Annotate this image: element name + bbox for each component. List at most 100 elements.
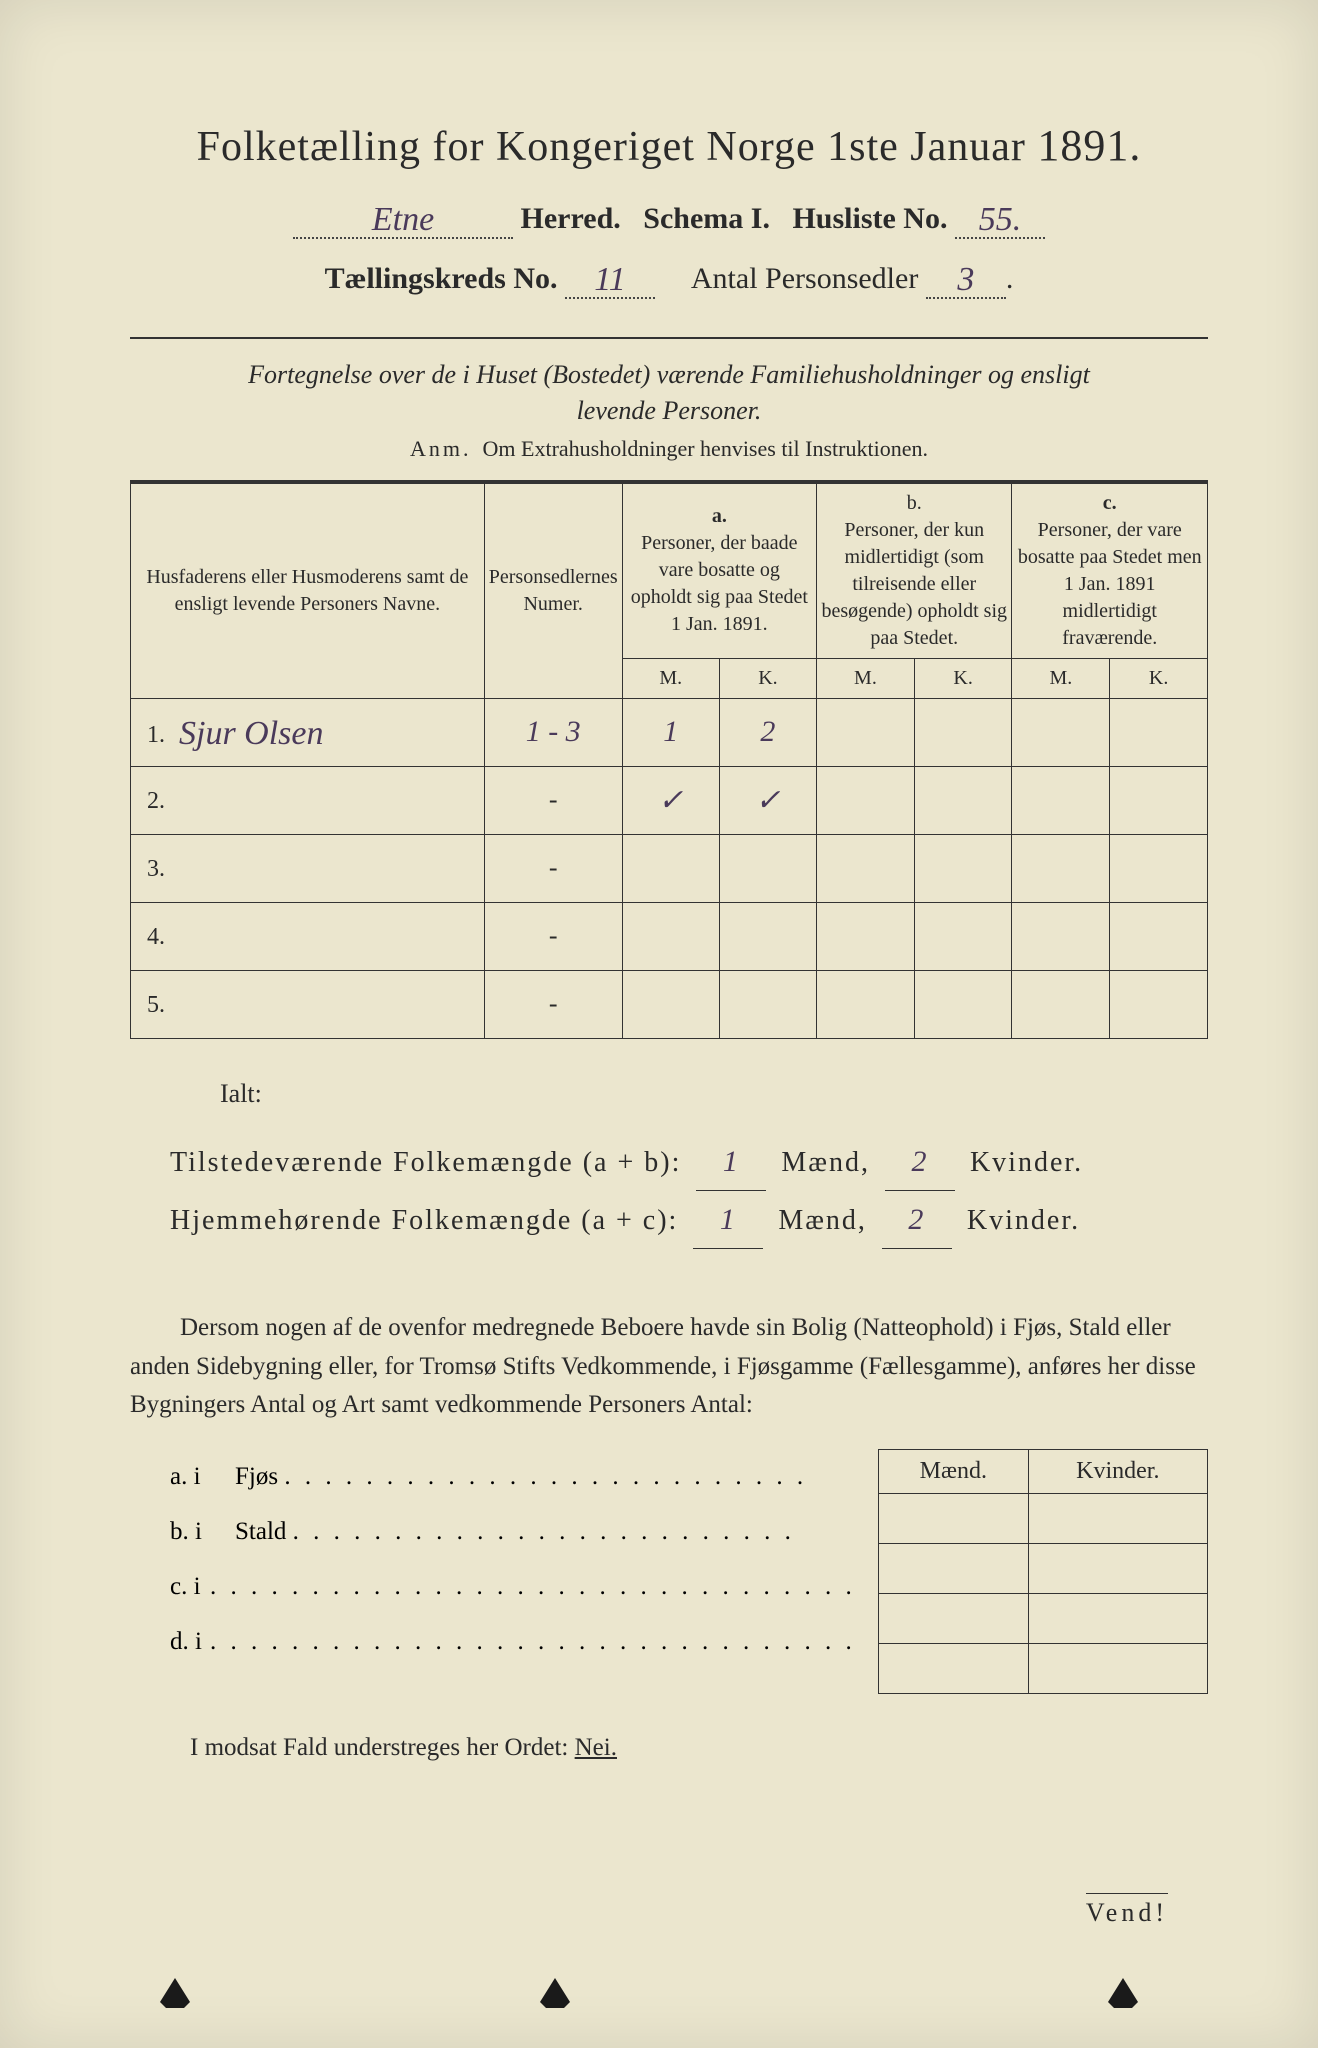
row-bk: [914, 970, 1012, 1038]
mk-table: Mænd.Kvinder.: [878, 1449, 1208, 1694]
col-name-header: Husfaderens eller Husmoderens samt de en…: [131, 482, 485, 699]
totals-block: Tilstedeværende Folkemængde (a + b): 1 M…: [170, 1133, 1208, 1249]
main-title: Folketælling for Kongeriget Norge 1ste J…: [130, 120, 1208, 171]
col-c-m: M.: [1012, 658, 1110, 698]
row-cm: [1012, 766, 1110, 834]
anm-text: Om Extrahusholdninger henvises til Instr…: [483, 436, 928, 461]
row-numer: -: [484, 902, 622, 970]
row-numer: 1 - 3: [484, 698, 622, 766]
table-row: 3. -: [131, 834, 1208, 902]
subtitle-2: levende Personer.: [577, 396, 762, 425]
row-bk: [914, 902, 1012, 970]
totals-ac-k-field: 2: [882, 1191, 952, 1249]
side-row-a: a. i Fjøs . . . . . . . . . . . . . . . …: [170, 1449, 878, 1504]
husliste-field: 55.: [955, 199, 1045, 239]
col-a-m: M.: [622, 658, 719, 698]
col-a-text: Personer, der baade vare bosatte og opho…: [631, 532, 808, 635]
header-line-3: Tællingskreds No. 11 Antal Personsedler …: [130, 259, 1208, 299]
row-am: [622, 834, 719, 902]
row-cm: [1012, 970, 1110, 1038]
schema-label: Schema I.: [643, 202, 770, 235]
row-bm: [817, 698, 915, 766]
row-ck: [1110, 834, 1208, 902]
row-numer: -: [484, 766, 622, 834]
side-row-d: d. i. . . . . . . . . . . . . . . . . . …: [170, 1614, 878, 1669]
kreds-field: 11: [565, 259, 655, 299]
side-building-paragraph: Dersom nogen af de ovenfor medregnede Be…: [130, 1309, 1208, 1425]
divider-top: [130, 337, 1208, 339]
kreds-value: 11: [594, 261, 625, 299]
mk-cell: [1028, 1494, 1207, 1544]
row-numer: -: [484, 970, 622, 1038]
table-row: 5. -: [131, 970, 1208, 1038]
row-bm: [817, 902, 915, 970]
totals-ab-label: Tilstedeværende Folkemængde (a + b):: [170, 1147, 681, 1178]
row-ck: [1110, 698, 1208, 766]
mk-cell: [1028, 1544, 1207, 1594]
row-name: 1.Sjur Olsen: [131, 698, 485, 766]
col-numer-header: Personsedlernes Numer.: [484, 482, 622, 699]
row-ck: [1110, 766, 1208, 834]
mk-cell: [879, 1594, 1029, 1644]
row-cm: [1012, 834, 1110, 902]
col-a-k: K.: [719, 658, 816, 698]
row-am: [622, 902, 719, 970]
row-ak: ✓: [719, 766, 816, 834]
mk-cell: [879, 1494, 1029, 1544]
row-ck: [1110, 970, 1208, 1038]
totals-ac-m-field: 1: [693, 1191, 763, 1249]
nei-line: I modsat Fald understreges her Ordet: Ne…: [130, 1734, 1208, 1762]
herred-field: Etne: [293, 199, 513, 239]
table-row: 2. - ✓ ✓: [131, 766, 1208, 834]
row-bk: [914, 766, 1012, 834]
col-b-text: Personer, der kun midlertidigt (som tilr…: [821, 519, 1007, 649]
row-numer: -: [484, 834, 622, 902]
totals-line-2: Hjemmehørende Folkemængde (a + c): 1 Mæn…: [170, 1191, 1208, 1249]
table-row: 4. -: [131, 902, 1208, 970]
title-year: 1891.: [1037, 121, 1141, 170]
row-name: 4.: [131, 902, 485, 970]
col-a-header: a. Personer, der baade vare bosatte og o…: [622, 482, 816, 659]
side-building-block: a. i Fjøs . . . . . . . . . . . . . . . …: [130, 1449, 1208, 1694]
col-b-label: b.: [907, 492, 922, 514]
col-c-text: Personer, der vare bosatte paa Stedet me…: [1018, 519, 1202, 649]
husliste-value: 55.: [979, 201, 1022, 239]
mk-cell: [879, 1544, 1029, 1594]
row-am: [622, 970, 719, 1038]
row-name: 2.: [131, 766, 485, 834]
husliste-label: Husliste No.: [792, 202, 947, 235]
mk-maend: Mænd.: [879, 1450, 1029, 1494]
row-cm: [1012, 902, 1110, 970]
mk-kvinder: Kvinder.: [1028, 1450, 1207, 1494]
row-bm: [817, 970, 915, 1038]
census-form-page: Folketælling for Kongeriget Norge 1ste J…: [0, 0, 1318, 2048]
side-building-list: a. i Fjøs . . . . . . . . . . . . . . . …: [130, 1449, 878, 1694]
title-text: Folketælling for Kongeriget Norge 1ste J…: [197, 124, 1026, 170]
nei-word: Nei.: [575, 1734, 617, 1761]
totals-kvinder: Kvinder.: [967, 1205, 1080, 1236]
row-ak: [719, 834, 816, 902]
personsedler-value: 3: [957, 261, 974, 299]
totals-ab-m-field: 1: [696, 1133, 766, 1191]
anm-prefix: Anm.: [410, 436, 472, 461]
row-bm: [817, 834, 915, 902]
kreds-label: Tællingskreds No.: [325, 262, 558, 295]
header-line-2: Etne Herred. Schema I. Husliste No. 55.: [130, 199, 1208, 239]
tear-mark-icon: [540, 1978, 570, 2008]
side-building-mk: Mænd.Kvinder.: [878, 1449, 1208, 1694]
row-am: ✓: [622, 766, 719, 834]
row-cm: [1012, 698, 1110, 766]
subtitle-1: Fortegnelse over de i Huset (Bostedet) v…: [248, 360, 1090, 389]
totals-maend: Mænd,: [778, 1205, 867, 1236]
totals-ac-label: Hjemmehørende Folkemængde (a + c):: [170, 1205, 678, 1236]
ialt-label: Ialt:: [220, 1079, 1208, 1109]
side-row-b: b. i Stald . . . . . . . . . . . . . . .…: [170, 1504, 878, 1559]
row-am: 1: [622, 698, 719, 766]
mk-cell: [1028, 1644, 1207, 1694]
herred-value: Etne: [372, 201, 434, 239]
row-ck: [1110, 902, 1208, 970]
row-ak: [719, 902, 816, 970]
tear-mark-icon: [1108, 1978, 1138, 2008]
row-bk: [914, 834, 1012, 902]
side-row-c: c. i. . . . . . . . . . . . . . . . . . …: [170, 1559, 878, 1614]
